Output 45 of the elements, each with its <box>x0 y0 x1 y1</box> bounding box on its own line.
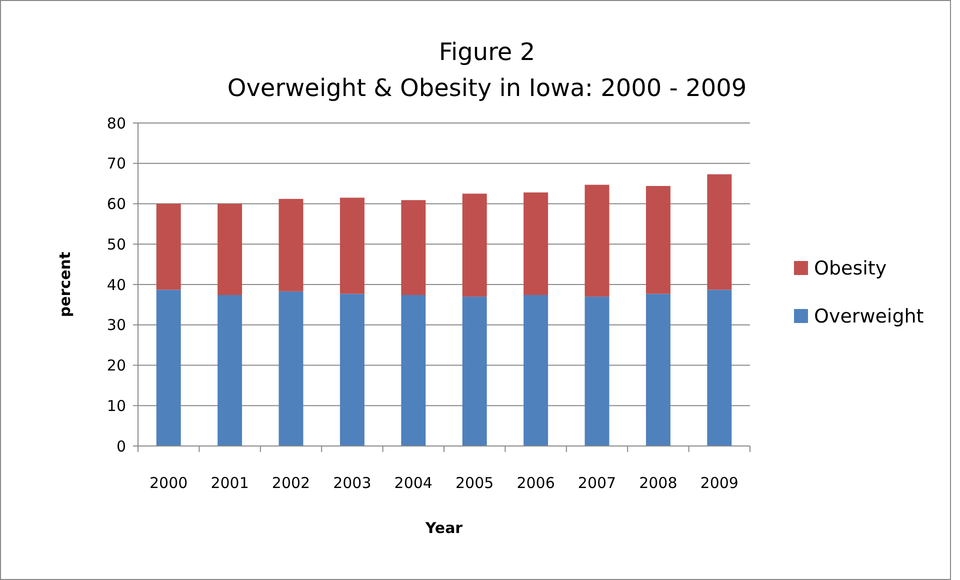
y-tick-label: 70 <box>106 154 126 173</box>
bar <box>646 186 670 294</box>
legend-label: Obesity <box>814 258 887 280</box>
chart-title: Figure 2 <box>438 38 536 66</box>
y-axis-title: percent <box>56 252 74 318</box>
y-tick-label: 80 <box>106 114 126 132</box>
x-tick-label: 2008 <box>639 474 678 492</box>
x-tick-label: 2006 <box>516 474 555 492</box>
bar <box>584 184 610 297</box>
x-tick-label: 2004 <box>394 474 432 492</box>
x-tick-label: 2005 <box>456 474 494 492</box>
bar <box>340 294 364 446</box>
x-tick-label: 2000 <box>150 474 188 492</box>
bar <box>524 192 548 295</box>
y-tick-label: 40 <box>106 276 126 294</box>
chart-subtitle: Overweight & Obesity in Iowa: 2000 - 2009 <box>227 74 747 102</box>
bar <box>707 290 732 446</box>
y-tick-label: 10 <box>106 396 126 415</box>
bar <box>218 204 242 295</box>
bar <box>218 294 242 446</box>
bar <box>278 198 304 292</box>
bar <box>707 174 732 290</box>
legend-label: Overweight <box>814 306 924 328</box>
bar <box>646 294 670 446</box>
bar <box>462 194 487 297</box>
x-tick-label: 2001 <box>210 474 249 492</box>
bar <box>401 200 426 295</box>
y-tick-label: 30 <box>106 316 126 334</box>
x-axis-title: Year <box>424 519 464 537</box>
bar <box>401 294 426 446</box>
x-tick-label: 2003 <box>333 474 372 492</box>
bar <box>584 296 610 446</box>
bar <box>278 291 304 446</box>
x-tick-label: 2009 <box>700 474 738 492</box>
y-tick-label: 50 <box>106 235 126 254</box>
bar <box>340 198 364 294</box>
x-tick-label: 2007 <box>578 474 616 492</box>
bar <box>156 204 181 290</box>
y-tick-label: 20 <box>106 356 126 374</box>
x-tick-label: 2002 <box>272 474 310 492</box>
y-tick-label: 60 <box>106 195 126 213</box>
bar <box>462 296 487 446</box>
bar <box>156 290 181 446</box>
y-tick-label: 0 <box>116 437 126 456</box>
bar <box>524 294 548 446</box>
